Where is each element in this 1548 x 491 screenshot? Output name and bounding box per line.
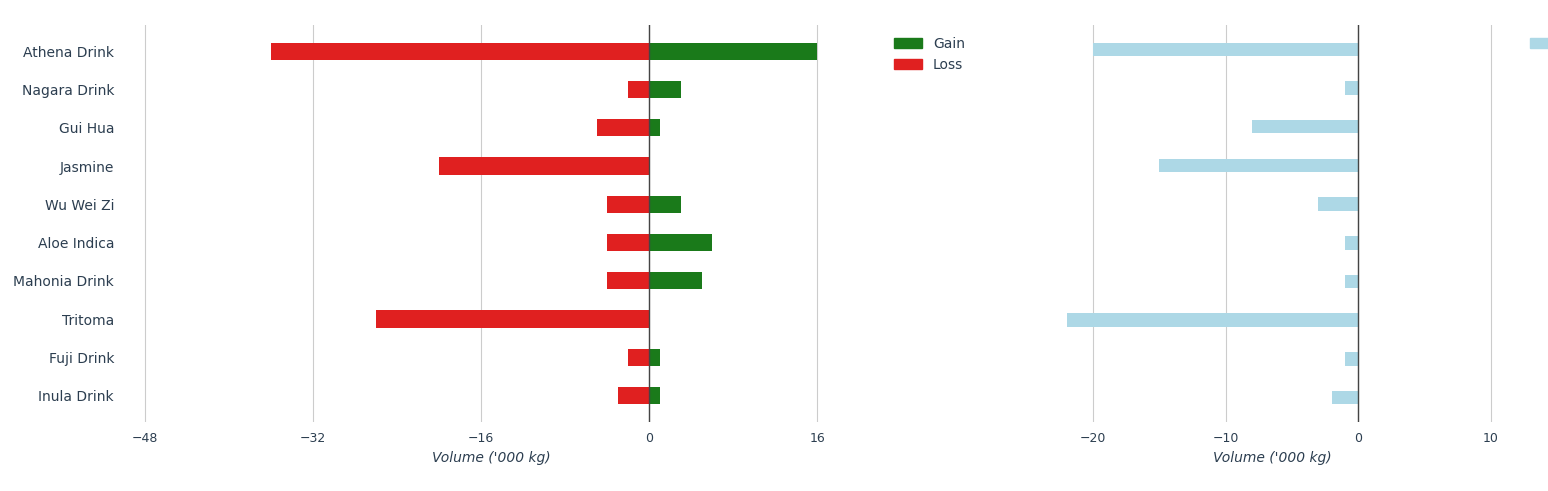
- Bar: [649, 43, 817, 60]
- Bar: [607, 272, 649, 289]
- Bar: [649, 272, 701, 289]
- Bar: [1252, 120, 1358, 134]
- Bar: [1159, 159, 1358, 172]
- X-axis label: Volume ('000 kg): Volume ('000 kg): [432, 451, 551, 464]
- X-axis label: Volume ('000 kg): Volume ('000 kg): [1212, 451, 1331, 464]
- Bar: [649, 234, 712, 251]
- Bar: [607, 234, 649, 251]
- Bar: [440, 158, 649, 175]
- Bar: [1093, 43, 1358, 56]
- Bar: [1067, 313, 1358, 327]
- Bar: [596, 119, 649, 136]
- Bar: [618, 387, 649, 404]
- Bar: [607, 196, 649, 213]
- Legend: Net: Net: [1523, 31, 1548, 56]
- Bar: [1345, 274, 1358, 288]
- Bar: [649, 387, 659, 404]
- Legend: Gain, Loss: Gain, Loss: [889, 31, 971, 78]
- Bar: [1345, 82, 1358, 95]
- Bar: [1331, 391, 1358, 404]
- Bar: [628, 81, 649, 98]
- Bar: [376, 310, 649, 327]
- Bar: [649, 349, 659, 366]
- Bar: [271, 43, 649, 60]
- Bar: [1319, 197, 1358, 211]
- Bar: [628, 349, 649, 366]
- Bar: [649, 81, 681, 98]
- Bar: [1345, 236, 1358, 249]
- Bar: [649, 119, 659, 136]
- Bar: [649, 196, 681, 213]
- Bar: [1345, 352, 1358, 365]
